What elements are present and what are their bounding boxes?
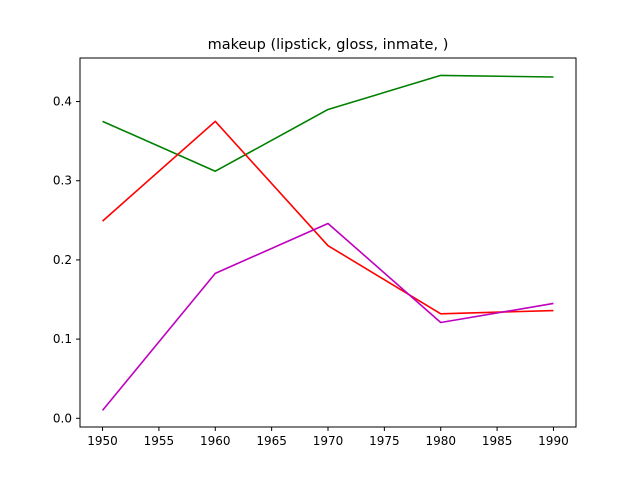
y-axis: 0.0 0.1 0.2 0.3 0.4 (53, 95, 80, 425)
y-tick-label: 0.1 (53, 332, 72, 346)
x-tick-label: 1975 (369, 434, 400, 448)
x-tick-label: 1965 (256, 434, 287, 448)
x-axis: 1950 1955 1960 1965 1970 1975 1980 1985 1990 (87, 427, 569, 448)
series-line-3 (101, 222, 554, 411)
x-tick-label: 1980 (425, 434, 456, 448)
y-tick-label: 0.0 (53, 411, 72, 425)
y-tick-label: 0.4 (53, 95, 72, 109)
x-tick-label: 1970 (313, 434, 344, 448)
axes-frame (79, 57, 577, 428)
x-tick-label: 1950 (87, 434, 118, 448)
x-tick-label: 1985 (482, 434, 513, 448)
x-tick-label: 1955 (144, 434, 175, 448)
y-tick-label: 0.2 (53, 253, 72, 267)
chart-title: makeup (lipstick, gloss, inmate, ) (208, 37, 449, 53)
series-line-2 (102, 120, 554, 315)
y-tick-label: 0.3 (53, 174, 72, 188)
x-tick-label: 1990 (538, 434, 569, 448)
x-tick-label: 1960 (200, 434, 231, 448)
plot-area (101, 74, 554, 411)
